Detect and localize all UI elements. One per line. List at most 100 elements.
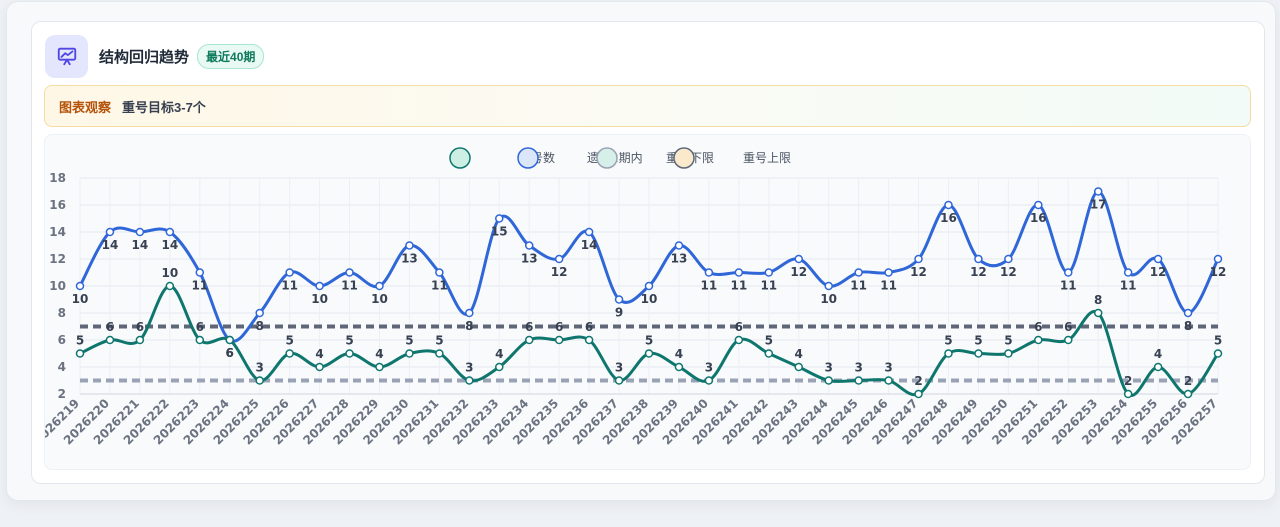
y-tick-label: 6	[58, 333, 66, 347]
missing-data-point	[75, 281, 85, 291]
missing-data-label: 12	[970, 265, 987, 279]
missing-data-point	[794, 254, 803, 264]
missing-data-point	[315, 281, 324, 291]
y-tick-label: 4	[58, 360, 66, 374]
repeat-data-point	[105, 335, 115, 345]
missing-data-point	[1064, 268, 1073, 277]
missing-data-label: 13	[671, 252, 688, 266]
missing-data-point	[195, 268, 205, 277]
y-tick-label: 12	[49, 252, 66, 266]
repeat-data-label: 3	[615, 361, 623, 375]
repeat-data-point	[1183, 389, 1193, 399]
missing-data-point	[375, 281, 384, 291]
missing-data-label: 10	[820, 292, 837, 306]
missing-data-point	[674, 241, 684, 250]
chart-observation-banner: 图表观察 重号目标3-7个	[44, 85, 1251, 127]
repeat-data-label: 6	[226, 346, 234, 360]
repeat-data-point	[1064, 335, 1073, 345]
repeat-data-point	[165, 281, 175, 291]
missing-data-point	[465, 308, 474, 318]
missing-data-point	[704, 268, 714, 277]
missing-data-label: 16	[940, 211, 957, 225]
repeat-data-point	[854, 376, 863, 385]
observation-label: 图表观察	[59, 99, 112, 115]
repeat-data-point	[195, 335, 205, 345]
missing-data-point	[1093, 187, 1103, 196]
missing-data-label: 11	[701, 279, 718, 293]
missing-data-label: 13	[401, 252, 418, 266]
repeat-data-point	[914, 389, 923, 399]
missing-data-label: 8	[256, 319, 264, 333]
missing-data-label: 13	[521, 252, 538, 266]
repeat-data-point	[734, 335, 744, 345]
missing-data-label: 14	[132, 238, 149, 252]
repeat-data-point	[1153, 362, 1163, 372]
card-header: 结构回归趋势 最近40期	[45, 34, 265, 78]
repeat-data-label: 6	[196, 320, 204, 334]
repeat-data-point	[465, 376, 474, 385]
missing-data-point	[584, 227, 594, 237]
missing-data-point	[644, 281, 654, 291]
repeat-data-point	[584, 335, 594, 345]
repeat-data-point	[495, 362, 504, 372]
missing-data-label: 15	[491, 225, 508, 239]
missing-data-point	[1183, 308, 1193, 318]
missing-data-point	[914, 254, 923, 264]
repeat-data-label: 3	[825, 361, 833, 375]
repeat-data-label: 3	[705, 361, 713, 375]
repeat-data-point	[974, 349, 983, 358]
y-tick-label: 16	[49, 198, 66, 212]
repeat-data-label: 6	[136, 320, 144, 334]
missing-data-label: 17	[1090, 198, 1107, 212]
repeat-data-point	[225, 335, 234, 345]
missing-data-point	[734, 268, 744, 277]
repeat-data-label: 5	[435, 334, 443, 348]
missing-data-point	[1034, 200, 1043, 210]
repeat-data-point	[285, 349, 294, 358]
repeat-data-point	[794, 362, 803, 372]
missing-data-label: 11	[191, 279, 208, 293]
repeat-data-label: 2	[914, 374, 922, 388]
period-badge: 最近40期	[197, 43, 265, 69]
missing-data-point	[135, 227, 145, 237]
missing-data-point	[1004, 254, 1013, 264]
missing-data-label: 11	[341, 279, 358, 293]
observation-text: 重号目标3-7个	[122, 99, 206, 115]
missing-data-point	[524, 241, 534, 250]
missing-data-label: 14	[102, 238, 119, 252]
repeat-data-point	[255, 376, 264, 385]
repeat-data-label: 4	[1154, 347, 1162, 361]
repeat-data-label: 4	[795, 347, 803, 361]
missing-data-point	[554, 254, 564, 264]
repeat-data-point	[1213, 349, 1223, 358]
missing-data-label: 10	[371, 292, 388, 306]
repeat-data-label: 5	[345, 334, 353, 348]
missing-data-point	[285, 268, 294, 277]
repeat-data-point	[554, 335, 564, 345]
legend-item-lower-swatch	[596, 147, 618, 169]
repeat-data-label: 3	[884, 361, 892, 375]
missing-data-point	[944, 200, 953, 210]
missing-data-label: 14	[581, 238, 598, 252]
repeat-data-point	[524, 335, 534, 345]
repeat-data-label: 6	[1034, 320, 1042, 334]
repeat-data-label: 5	[76, 334, 84, 348]
missing-data-label: 12	[551, 265, 568, 279]
trend-card: 结构回归趋势 最近40期 图表观察 重号目标3-7个 2 4 6 8 10 12 14 16 1…	[31, 21, 1265, 484]
repeat-data-label: 5	[1004, 334, 1012, 348]
missing-data-point	[614, 295, 624, 304]
missing-data-point	[974, 254, 983, 264]
missing-data-point	[255, 308, 264, 318]
missing-data-label: 6	[226, 346, 234, 360]
repeat-data-point	[1034, 335, 1043, 345]
repeat-data-label: 6	[555, 320, 563, 334]
missing-data-label: 12	[790, 265, 807, 279]
missing-data-label: 11	[1120, 279, 1137, 293]
repeat-data-label: 4	[375, 347, 383, 361]
trend-line-chart: 2468101214161820262192026220202622120262…	[45, 147, 1226, 447]
missing-data-point	[764, 268, 774, 277]
legend-item-missing-swatch	[517, 147, 539, 169]
repeat-data-point	[315, 362, 324, 372]
missing-data-point	[165, 227, 175, 237]
card-title: 结构回归趋势	[99, 48, 190, 66]
